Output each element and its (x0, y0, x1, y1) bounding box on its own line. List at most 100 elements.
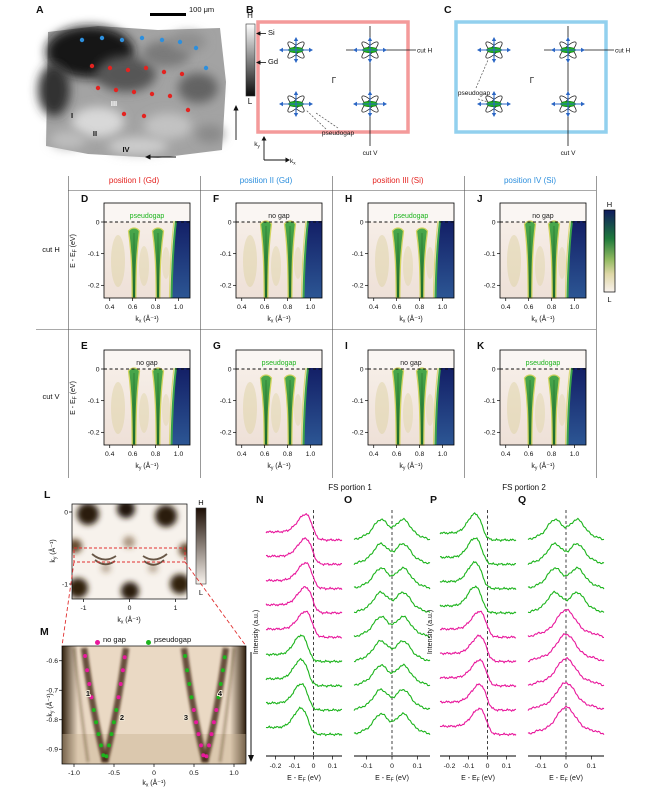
branch-number-3: 3 (184, 713, 188, 722)
gap-marker-dot (109, 732, 114, 737)
edc-curve (353, 663, 431, 687)
measurement-dot-red (161, 69, 167, 75)
measurement-dot-red (95, 85, 101, 91)
edc-curve (353, 566, 431, 590)
gap-marker-dot (209, 732, 214, 737)
edc-xlabel: E - EF (eV) (287, 775, 321, 784)
gamma-label: Γ (332, 76, 337, 85)
arpes-panel-K: pseudogap K 0 -0.1 -0.2 0.4 0.6 0.8 1.0 ky (Å⁻¹) (477, 341, 587, 472)
y-tick-label: -0.1 (88, 398, 100, 405)
measurement-dot-blue (139, 35, 145, 41)
gap-label-F: no gap (268, 213, 290, 220)
gap-label-I: no gap (400, 360, 422, 367)
high-intensity-region (435, 368, 454, 445)
x-tick-label: 0.8 (283, 451, 293, 458)
fs-portion-1-header: FS portion 1 (328, 483, 372, 492)
edc-curve (265, 537, 343, 567)
svg-text:-1: -1 (80, 605, 86, 612)
edc-curve (439, 707, 517, 737)
high-intensity-region (567, 221, 586, 298)
gap-marker-dot (185, 668, 190, 673)
l-ylabel: ky (Å⁻¹) (48, 539, 59, 562)
arpes-panel-F: no gap F 0 -0.1 -0.2 0.4 0.6 0.8 1.0 kx (Å⁻¹) (213, 194, 323, 325)
measurement-dot-red (113, 87, 119, 93)
cut-h-label: cut H (615, 48, 630, 55)
grid-colorbar-low: L (607, 295, 611, 304)
panel-b-letter: B (246, 4, 254, 16)
y-tick-label: 0 (492, 366, 496, 373)
grid-col-header-2: position III (Si) (372, 176, 424, 185)
measurement-dot-red (141, 113, 147, 119)
x-tick-label: 0.6 (392, 304, 402, 311)
fs-portion-2-header: FS portion 2 (502, 483, 546, 492)
edc-xlabel: E - EF (eV) (549, 775, 583, 784)
gap-marker-dot (220, 668, 225, 673)
edc-xlabel: E - EF (eV) (461, 775, 495, 784)
y-tick-label: 0 (96, 366, 100, 373)
x-tick-label: 0.4 (501, 451, 511, 458)
y-tick-label: 0 (360, 366, 364, 373)
edc-curve (439, 560, 517, 591)
panel-m-zoomed-map: 1 2 3 4 -0.6 -0.7 -0.8 -0.9 ky (Å⁻¹) -1.0 -0.5 0 0.5… (45, 645, 247, 789)
svg-text:-1: -1 (62, 581, 68, 588)
y-tick-label: -0.2 (88, 283, 100, 290)
x-tick-label: 0.8 (283, 304, 293, 311)
si-label: Si (268, 28, 275, 37)
gap-label-E: no gap (136, 360, 158, 367)
branch-number-4: 4 (218, 689, 223, 698)
x-tick-label: 0.4 (501, 304, 511, 311)
branch-number-1: 1 (86, 689, 90, 698)
measurement-dot-blue (159, 37, 165, 43)
y-tick-label: -0.1 (220, 398, 232, 405)
x-tick-label: 0.4 (105, 304, 115, 311)
edc-curve (527, 566, 605, 590)
momentum-axis-label: ky (Å⁻¹) (399, 461, 422, 472)
gap-marker-dot (207, 743, 211, 748)
measurement-dot-blue (79, 37, 85, 43)
y-tick-label: 0 (96, 219, 100, 226)
edc-curve (265, 682, 343, 713)
edc-curve (439, 537, 517, 567)
y-tick-label: 0 (492, 219, 496, 226)
svg-text:-0.1: -0.1 (463, 763, 475, 770)
measurement-dot-blue (119, 37, 125, 43)
edc-curve (353, 517, 431, 541)
x-tick-label: 0.6 (128, 451, 138, 458)
m-xlabel: kx (Å⁻¹) (142, 778, 165, 789)
gap-marker-dot (201, 753, 206, 758)
svg-text:-0.1: -0.1 (535, 763, 547, 770)
svg-text:-0.1: -0.1 (361, 763, 373, 770)
measurement-dot-blue (203, 65, 209, 71)
arpes-panel-E: no gap E 0 -0.1 -0.2 E - EF (eV) 0.4 0.6 0.8 1.0 k… (70, 341, 191, 472)
gap-marker-dot (204, 754, 209, 759)
x-tick-label: 0.8 (547, 451, 557, 458)
gap-marker-dot (116, 695, 121, 700)
edc-curve (527, 541, 605, 566)
y-tick-label: -0.2 (220, 283, 232, 290)
measurement-dot-blue (193, 45, 199, 51)
x-tick-label: 0.6 (524, 451, 534, 458)
momentum-axis-label: kx (Å⁻¹) (135, 314, 158, 325)
panel-a-letter: A (36, 4, 44, 16)
panel-letter-H: H (345, 194, 352, 205)
m-ylabel: ky (Å⁻¹) (45, 693, 56, 716)
svg-text:0: 0 (64, 509, 68, 516)
gamma-label: Γ (530, 76, 535, 85)
x-tick-label: 0.8 (151, 451, 161, 458)
edc-curve (439, 610, 517, 640)
gap-label-J: no gap (532, 213, 554, 220)
kx-axis-label: kx (290, 158, 296, 166)
svg-text:-0.1: -0.1 (289, 763, 301, 770)
high-intensity-region (303, 368, 322, 445)
gap-marker-dot (218, 682, 223, 686)
edc-curve (527, 681, 605, 711)
high-intensity-region (435, 221, 454, 298)
y-tick-label: -0.2 (484, 283, 496, 290)
panel-q-letter: Q (518, 494, 527, 506)
measurement-dot-red (185, 107, 191, 113)
svg-text:-0.9: -0.9 (46, 747, 58, 754)
edc-curve (353, 615, 430, 638)
x-tick-label: 1.0 (438, 451, 448, 458)
measurement-dot-red (167, 93, 173, 99)
x-tick-label: 0.4 (237, 451, 247, 458)
